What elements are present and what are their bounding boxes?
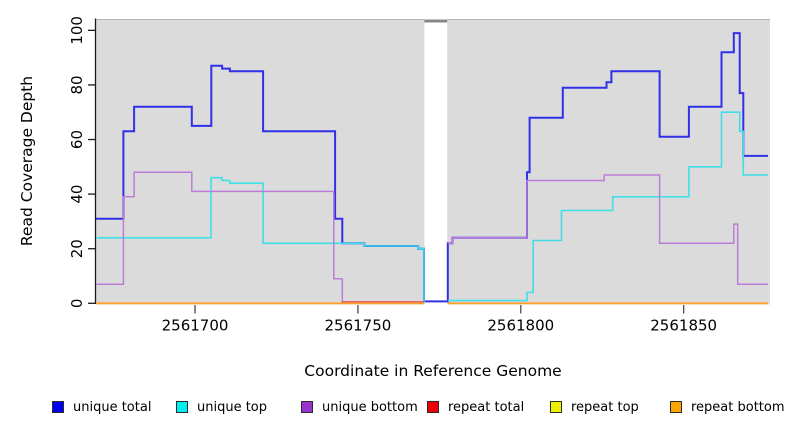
y-tick-label: 0 [68, 299, 86, 309]
legend-item-repeat-bottom: repeat bottom [670, 399, 785, 415]
series-path-unique-top [96, 176, 425, 305]
x-tick-label: 2561750 [325, 317, 392, 335]
legend-swatch-icon [427, 401, 439, 413]
legend-label: repeat top [571, 399, 639, 415]
x-tick-label: 2561700 [162, 317, 229, 335]
y-tick-label: 80 [68, 75, 86, 94]
series-path-unique-top [447, 111, 768, 302]
series-path-unique-bottom [447, 174, 768, 285]
legend-item-repeat-total: repeat total [427, 399, 524, 415]
x-tick-label: 2561800 [487, 317, 554, 335]
legend-item-repeat-top: repeat top [550, 399, 639, 415]
y-tick-label: 100 [68, 16, 86, 45]
series-path-unique-total [96, 32, 768, 303]
legend-item-unique-total: unique total [52, 399, 151, 415]
legend-label: unique top [197, 399, 268, 415]
legend-swatch-icon [550, 401, 562, 413]
legend-label: unique bottom [322, 399, 418, 415]
y-tick-label: 20 [68, 239, 86, 258]
y-axis-label: Read Coverage Depth [18, 75, 36, 247]
legend-swatch-icon [52, 401, 64, 413]
gap-region [424, 18, 448, 305]
legend-item-unique-top: unique top [176, 399, 267, 415]
legend: unique total unique top unique bottom repea… [0, 399, 792, 419]
legend-swatch-icon [301, 401, 313, 413]
legend-item-unique-bottom: unique bottom [301, 399, 418, 415]
gap-top-marker [424, 19, 448, 23]
legend-label: repeat bottom [691, 399, 785, 415]
y-tick-label: 40 [68, 185, 86, 204]
legend-label: unique total [73, 399, 152, 415]
legend-label: repeat total [448, 399, 525, 415]
x-axis-label: Coordinate in Reference Genome [304, 362, 562, 380]
legend-swatch-icon [176, 401, 188, 413]
legend-swatch-icon [670, 401, 682, 413]
y-tick-label: 60 [68, 130, 86, 149]
x-tick-label: 2561850 [650, 317, 717, 335]
series-path-unique-bottom [96, 171, 424, 305]
